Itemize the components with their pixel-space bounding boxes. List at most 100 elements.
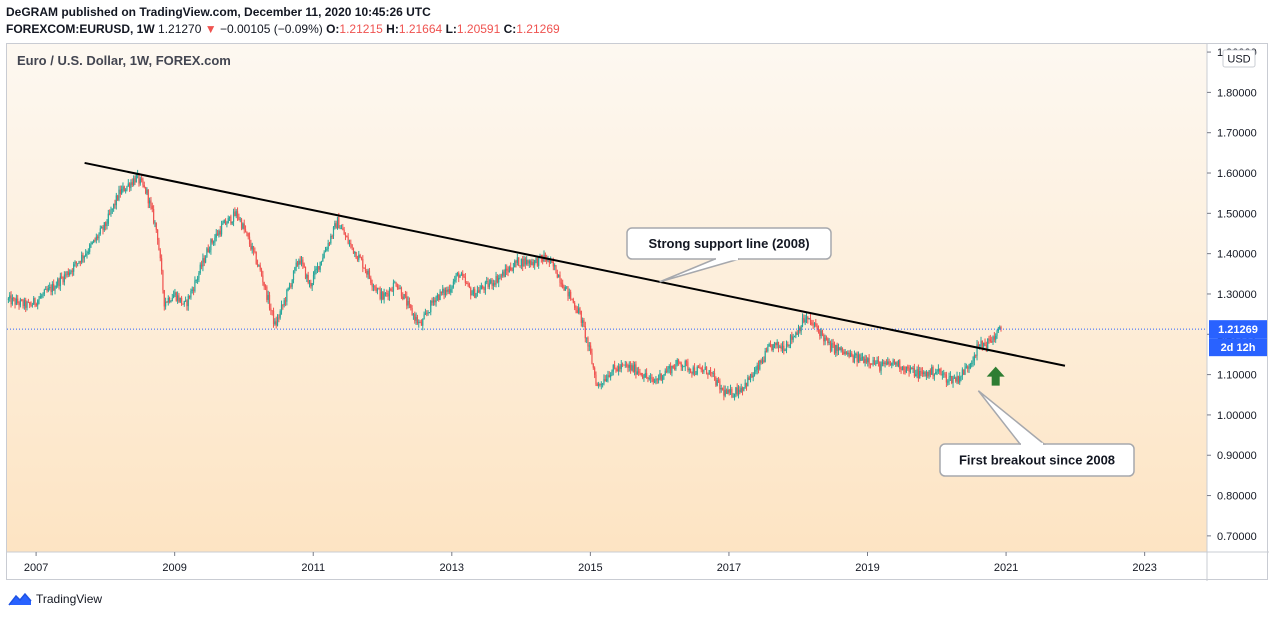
candle-body: [687, 362, 689, 371]
candle-body: [386, 293, 388, 294]
candle-body: [280, 304, 283, 312]
candle-body: [27, 302, 29, 304]
candle-body: [881, 362, 884, 365]
candle-body: [323, 252, 325, 258]
candle-body: [246, 231, 248, 234]
candle-body: [287, 287, 289, 290]
candle-body: [741, 387, 744, 391]
time-tick-label: 2019: [855, 562, 879, 574]
publisher-line: DeGRAM published on TradingView.com, Dec…: [6, 5, 431, 19]
candle-body: [214, 237, 216, 243]
candle-body: [251, 246, 253, 250]
candle-body: [340, 228, 343, 230]
candle-body: [447, 289, 449, 292]
candle-body: [219, 230, 221, 235]
symbol-label[interactable]: FOREXCOM:EURUSD, 1W: [6, 22, 155, 36]
price-chart[interactable]: 0.700000.800000.900001.000001.100001.200…: [7, 44, 1269, 581]
candle-body: [642, 375, 644, 378]
callout-text: Strong support line (2008): [648, 236, 809, 251]
candle-body: [298, 260, 300, 265]
candle-body: [299, 260, 301, 264]
candle-body: [680, 363, 682, 367]
chart-frame[interactable]: 0.700000.800000.900001.000001.100001.200…: [6, 43, 1269, 581]
candle-body: [844, 351, 846, 354]
candle-body: [91, 242, 93, 244]
candle-body: [478, 290, 480, 293]
candle-body: [359, 255, 361, 258]
candle-body: [65, 274, 67, 276]
candle-body: [796, 332, 798, 335]
candle-body: [913, 367, 916, 377]
candle-body: [282, 304, 284, 306]
candle-body: [632, 365, 634, 372]
candle-body: [723, 389, 725, 396]
candle-body: [599, 383, 601, 385]
candle-body: [73, 264, 75, 272]
price-axis[interactable]: 0.700000.800000.900001.000001.100001.200…: [1207, 47, 1257, 543]
candle-body: [740, 387, 742, 393]
candle-body: [147, 189, 149, 204]
annotation-callout[interactable]: Strong support line (2008): [626, 227, 832, 283]
candle-body: [312, 275, 315, 284]
candle-body: [434, 300, 436, 303]
time-axis[interactable]: 2007 2009 2011 2013 2015 2017 2019 2021 2023: [24, 552, 1157, 574]
candle-body: [691, 372, 693, 374]
candle-body: [458, 273, 460, 278]
candle-body: [423, 314, 425, 320]
candle-body: [13, 297, 15, 299]
candle-body: [807, 317, 809, 320]
candle-body: [247, 233, 249, 237]
candle-body: [17, 298, 19, 304]
candle-body: [506, 268, 508, 271]
candle-body: [612, 364, 614, 372]
candle-body: [427, 312, 429, 314]
support-trendline[interactable]: [84, 161, 1066, 367]
candle-body: [566, 286, 568, 288]
candle-body: [804, 319, 806, 323]
last-price-axis-text: 1.21269: [1218, 324, 1258, 336]
candle-body: [860, 357, 862, 361]
candle-body: [948, 377, 950, 382]
candle-body: [824, 337, 826, 342]
candle-body: [538, 256, 540, 266]
tradingview-brand[interactable]: TradingView: [36, 592, 103, 606]
candle-body: [34, 298, 36, 305]
candle-body: [303, 264, 305, 267]
candle-body: [663, 374, 665, 377]
candle-body: [498, 277, 500, 283]
candle-body: [348, 243, 351, 245]
candle-body: [856, 353, 858, 362]
candle-body: [575, 307, 577, 311]
candle-body: [764, 350, 766, 362]
candle-body: [933, 374, 935, 377]
candle-body: [398, 287, 400, 289]
currency-badge[interactable]: USD: [1222, 49, 1256, 68]
candle-body: [31, 304, 33, 306]
candle-body: [23, 299, 25, 307]
candle-body: [857, 354, 860, 362]
candle-body: [142, 180, 144, 186]
candle-body: [378, 288, 380, 290]
candle-body: [395, 282, 397, 287]
annotation-callout[interactable]: First breakout since 2008: [939, 390, 1135, 477]
candle-body: [94, 239, 96, 241]
candle-body: [550, 259, 552, 263]
candle-body: [861, 357, 864, 358]
candle-body: [983, 342, 985, 347]
price-tick-label: 1.00000: [1217, 410, 1257, 422]
candle-body: [430, 300, 432, 313]
candle-body: [677, 359, 680, 362]
candle-body: [731, 389, 733, 397]
candle-body: [748, 377, 750, 380]
candle-body: [976, 344, 978, 356]
candle-body: [655, 379, 657, 382]
candle-body: [534, 260, 536, 266]
candle-body: [153, 208, 155, 223]
candle-body: [909, 367, 912, 372]
candle-body: [705, 366, 708, 374]
candle-body: [272, 310, 275, 324]
candle-body: [476, 290, 478, 294]
candle-body: [276, 317, 279, 326]
candle-body: [763, 360, 765, 362]
candle-body: [400, 287, 403, 297]
